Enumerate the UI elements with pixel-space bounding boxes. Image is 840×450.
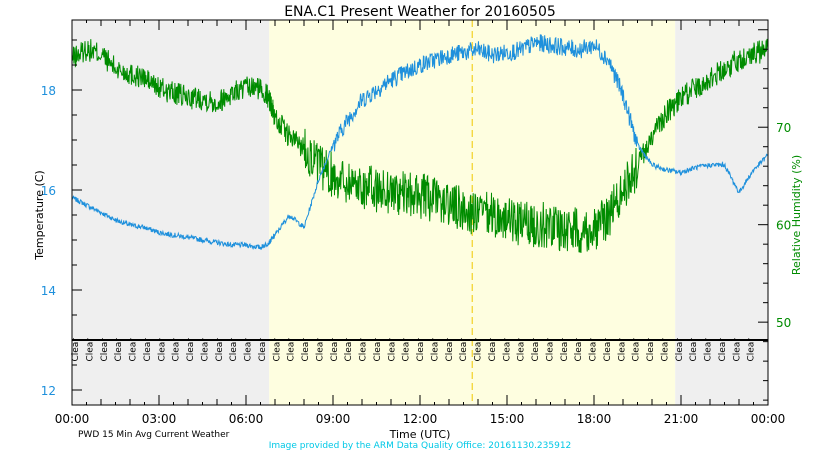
weather-label: Clear (402, 338, 412, 362)
temperature-tick-label: 14 (41, 284, 56, 298)
weather-label: Clear (574, 338, 584, 362)
weather-label: Clear (689, 338, 699, 362)
weather-label: Clear (445, 338, 455, 362)
temperature-axis: 12 14 16 18 (41, 39, 82, 398)
weather-label: Clear (545, 338, 555, 362)
chart-title: ENA.C1 Present Weather for 20160505 (284, 4, 556, 20)
humidity-tick-label: 60 (776, 219, 791, 233)
weather-label: Clear (589, 338, 599, 362)
weather-label: Clear (359, 338, 369, 362)
humidity-tick-label: 70 (776, 121, 791, 135)
weather-label: Clear (71, 338, 81, 362)
weather-label: Clear (129, 338, 139, 362)
weather-label: Clear (157, 338, 167, 362)
weather-label: Clear (100, 338, 110, 362)
time-tick-label: 15:00 (490, 412, 525, 426)
humidity-axis-label: Relative Humidity (%) (790, 155, 803, 275)
time-tick-label: 18:00 (577, 412, 612, 426)
weather-label: Clear (747, 338, 757, 362)
weather-label: Clear (373, 338, 383, 362)
time-axis: 00:00 03:00 06:00 09:00 12:00 15:00 18:00 21:00… (55, 20, 786, 426)
credit-text: Image provided by the ARM Data Quality O… (269, 441, 572, 450)
weather-label: Clear (416, 338, 426, 362)
weather-label: Clear (732, 338, 742, 362)
humidity-axis: 50 60 70 (758, 29, 791, 401)
weather-label: Clear (617, 338, 627, 362)
weather-label: Clear (459, 338, 469, 362)
weather-label: Clear (502, 338, 512, 362)
weather-label: Clear (430, 338, 440, 362)
weather-label: Clear (387, 338, 397, 362)
weather-label: Clear (301, 338, 311, 362)
weather-label: Clear (143, 338, 153, 362)
time-tick-label: 09:00 (316, 412, 351, 426)
weather-label: Clear (560, 338, 570, 362)
weather-label: Clear (114, 338, 124, 362)
temperature-tick-label: 16 (41, 184, 56, 198)
weather-label: Clear (315, 338, 325, 362)
weather-label: Clear (632, 338, 642, 362)
weather-label: Clear (200, 338, 210, 362)
time-tick-label: 12:00 (403, 412, 438, 426)
weather-label: Clear (646, 338, 656, 362)
temperature-series-line (71, 34, 769, 251)
weather-label: Clear (186, 338, 196, 362)
weather-label: Clear (517, 338, 527, 362)
weather-label: Clear (603, 338, 613, 362)
weather-label: Clear (704, 338, 714, 362)
time-tick-label: 06:00 (229, 412, 264, 426)
weather-labels: Clear Clear Clear Clear Clear Clear Clear Clear… (71, 338, 757, 362)
weather-label: Clear (215, 338, 225, 362)
weather-label: Clear (488, 338, 498, 362)
humidity-series-line (71, 38, 769, 253)
humidity-tick-label: 50 (776, 316, 791, 330)
temperature-axis-label: Temperature (C) (33, 170, 46, 260)
weather-label: Clear (258, 338, 268, 362)
time-axis-label: Time (UTC) (389, 428, 451, 441)
time-tick-label: 21:00 (664, 412, 699, 426)
weather-label: Clear (287, 338, 297, 362)
weather-label: Clear (675, 338, 685, 362)
weather-label: Clear (244, 338, 254, 362)
weather-label: Clear (229, 338, 239, 362)
time-tick-label: 00:00 (55, 412, 90, 426)
temperature-tick-label: 18 (41, 84, 56, 98)
weather-label: Clear (272, 338, 282, 362)
weather-label: Clear (172, 338, 182, 362)
time-tick-label: 00:00 (751, 412, 786, 426)
weather-label: Clear (718, 338, 728, 362)
weather-row-label: PWD 15 Min Avg Current Weather (78, 430, 230, 440)
weather-label: Clear (660, 338, 670, 362)
weather-label: Clear (344, 338, 354, 362)
weather-label: Clear (474, 338, 484, 362)
temperature-tick-label: 12 (41, 384, 56, 398)
time-tick-label: 03:00 (142, 412, 177, 426)
weather-label: Clear (85, 338, 95, 362)
weather-label: Clear (330, 338, 340, 362)
weather-label: Clear (531, 338, 541, 362)
